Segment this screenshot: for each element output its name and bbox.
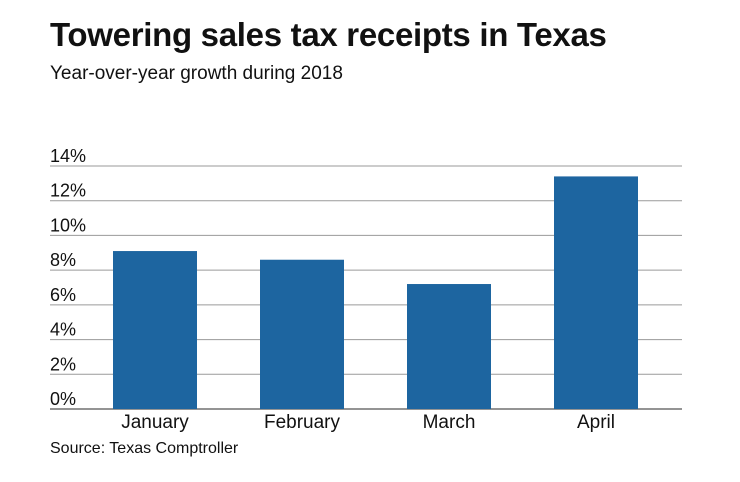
y-axis-ticks: 0% 2% 4% 6% 8% 10% 12% 14% xyxy=(50,146,86,409)
y-tick-label: 6% xyxy=(50,285,76,305)
y-tick-label: 8% xyxy=(50,250,76,270)
x-axis-ticks: January February March April xyxy=(121,412,615,433)
y-tick-label: 12% xyxy=(50,181,86,201)
chart-source: Source: Texas Comptroller xyxy=(50,440,239,457)
y-tick-label: 0% xyxy=(50,389,76,409)
x-tick-label-january: January xyxy=(121,412,189,433)
chart-subtitle: Year-over-year growth during 2018 xyxy=(50,63,343,84)
y-tick-label: 10% xyxy=(50,215,86,235)
bar-january xyxy=(113,251,197,409)
bar-april xyxy=(554,176,638,409)
y-tick-label: 2% xyxy=(50,354,76,374)
x-tick-label-april: April xyxy=(577,412,615,433)
bar-february xyxy=(260,259,344,409)
chart-title: Towering sales tax receipts in Texas xyxy=(50,16,607,53)
x-tick-label-march: March xyxy=(423,412,476,433)
y-tick-label: 4% xyxy=(50,320,76,340)
bars xyxy=(113,176,638,409)
bar-march xyxy=(407,284,491,409)
x-tick-label-february: February xyxy=(264,412,341,433)
y-tick-label: 14% xyxy=(50,146,86,166)
